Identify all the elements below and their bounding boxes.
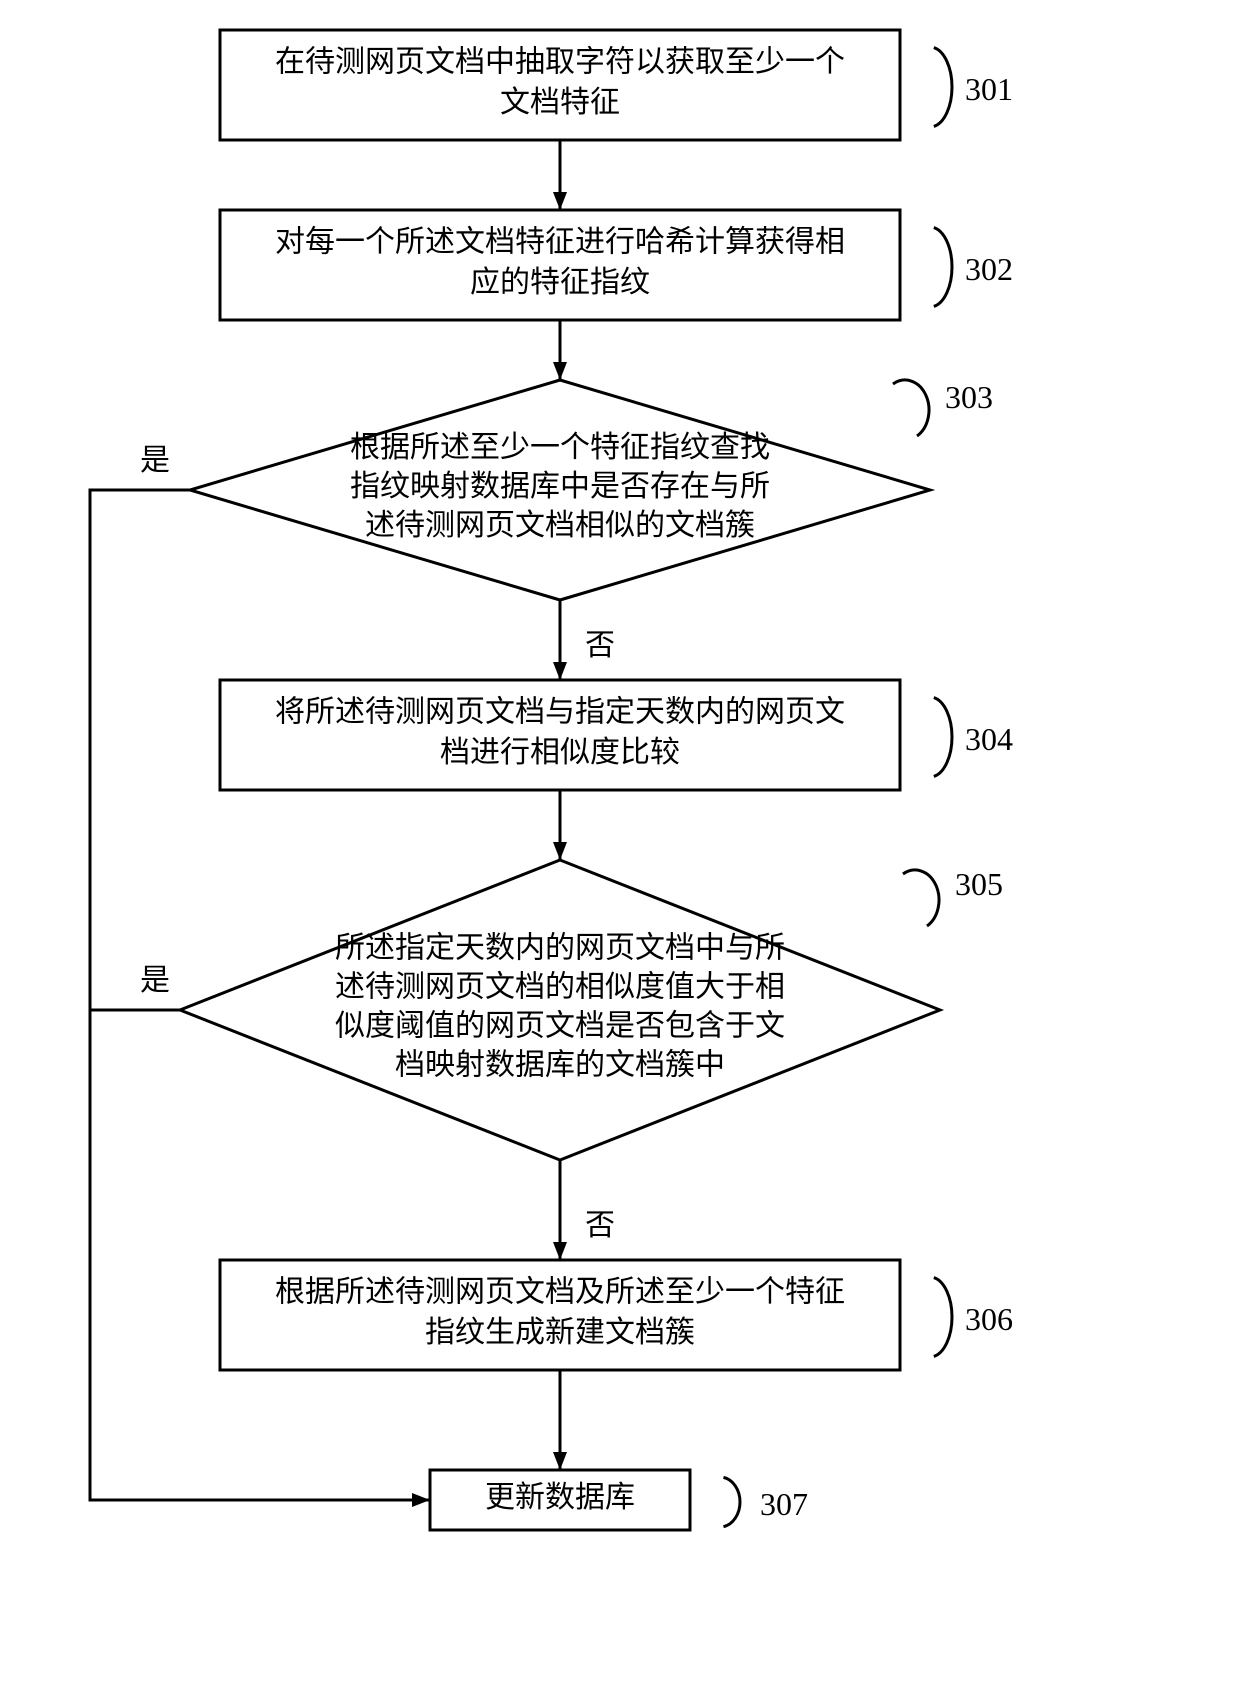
step-text: 对每一个所述文档特征进行哈希计算获得相 (275, 226, 845, 259)
step-number-307: 307 (760, 1486, 808, 1522)
edge-label: 是 (140, 444, 170, 477)
decision-text: 根据所述至少一个特征指纹查找 (350, 431, 770, 464)
decision-text: 指纹映射数据库中是否存在与所 (350, 470, 770, 503)
edge-label: 否 (585, 1209, 615, 1242)
step-number-303: 303 (945, 379, 993, 415)
step-number-301: 301 (965, 71, 1013, 107)
step-text: 文档特征 (500, 86, 620, 119)
decision-text: 似度阈值的网页文档是否包含于文 (335, 1010, 785, 1043)
step-text: 档进行相似度比较 (440, 736, 680, 769)
step-number-302: 302 (965, 251, 1013, 287)
step-text: 应的特征指纹 (470, 266, 650, 299)
step-number-305: 305 (955, 866, 1003, 902)
step-text: 根据所述待测网页文档及所述至少一个特征 (275, 1276, 845, 1309)
edge-label: 是 (140, 964, 170, 997)
step-text: 更新数据库 (485, 1481, 635, 1514)
step-number-306: 306 (965, 1301, 1013, 1337)
step-text: 指纹生成新建文档簇 (425, 1316, 695, 1349)
step-text: 在待测网页文档中抽取字符以获取至少一个 (275, 46, 845, 79)
decision-text: 所述指定天数内的网页文档中与所 (335, 932, 785, 965)
decision-text: 档映射数据库的文档簇中 (395, 1049, 725, 1082)
step-number-304: 304 (965, 721, 1013, 757)
decision-text: 述待测网页文档的相似度值大于相 (335, 971, 785, 1004)
step-text: 将所述待测网页文档与指定天数内的网页文 (275, 696, 845, 729)
decision-text: 述待测网页文档相似的文档簇 (365, 509, 755, 542)
edge-label: 否 (585, 629, 615, 662)
